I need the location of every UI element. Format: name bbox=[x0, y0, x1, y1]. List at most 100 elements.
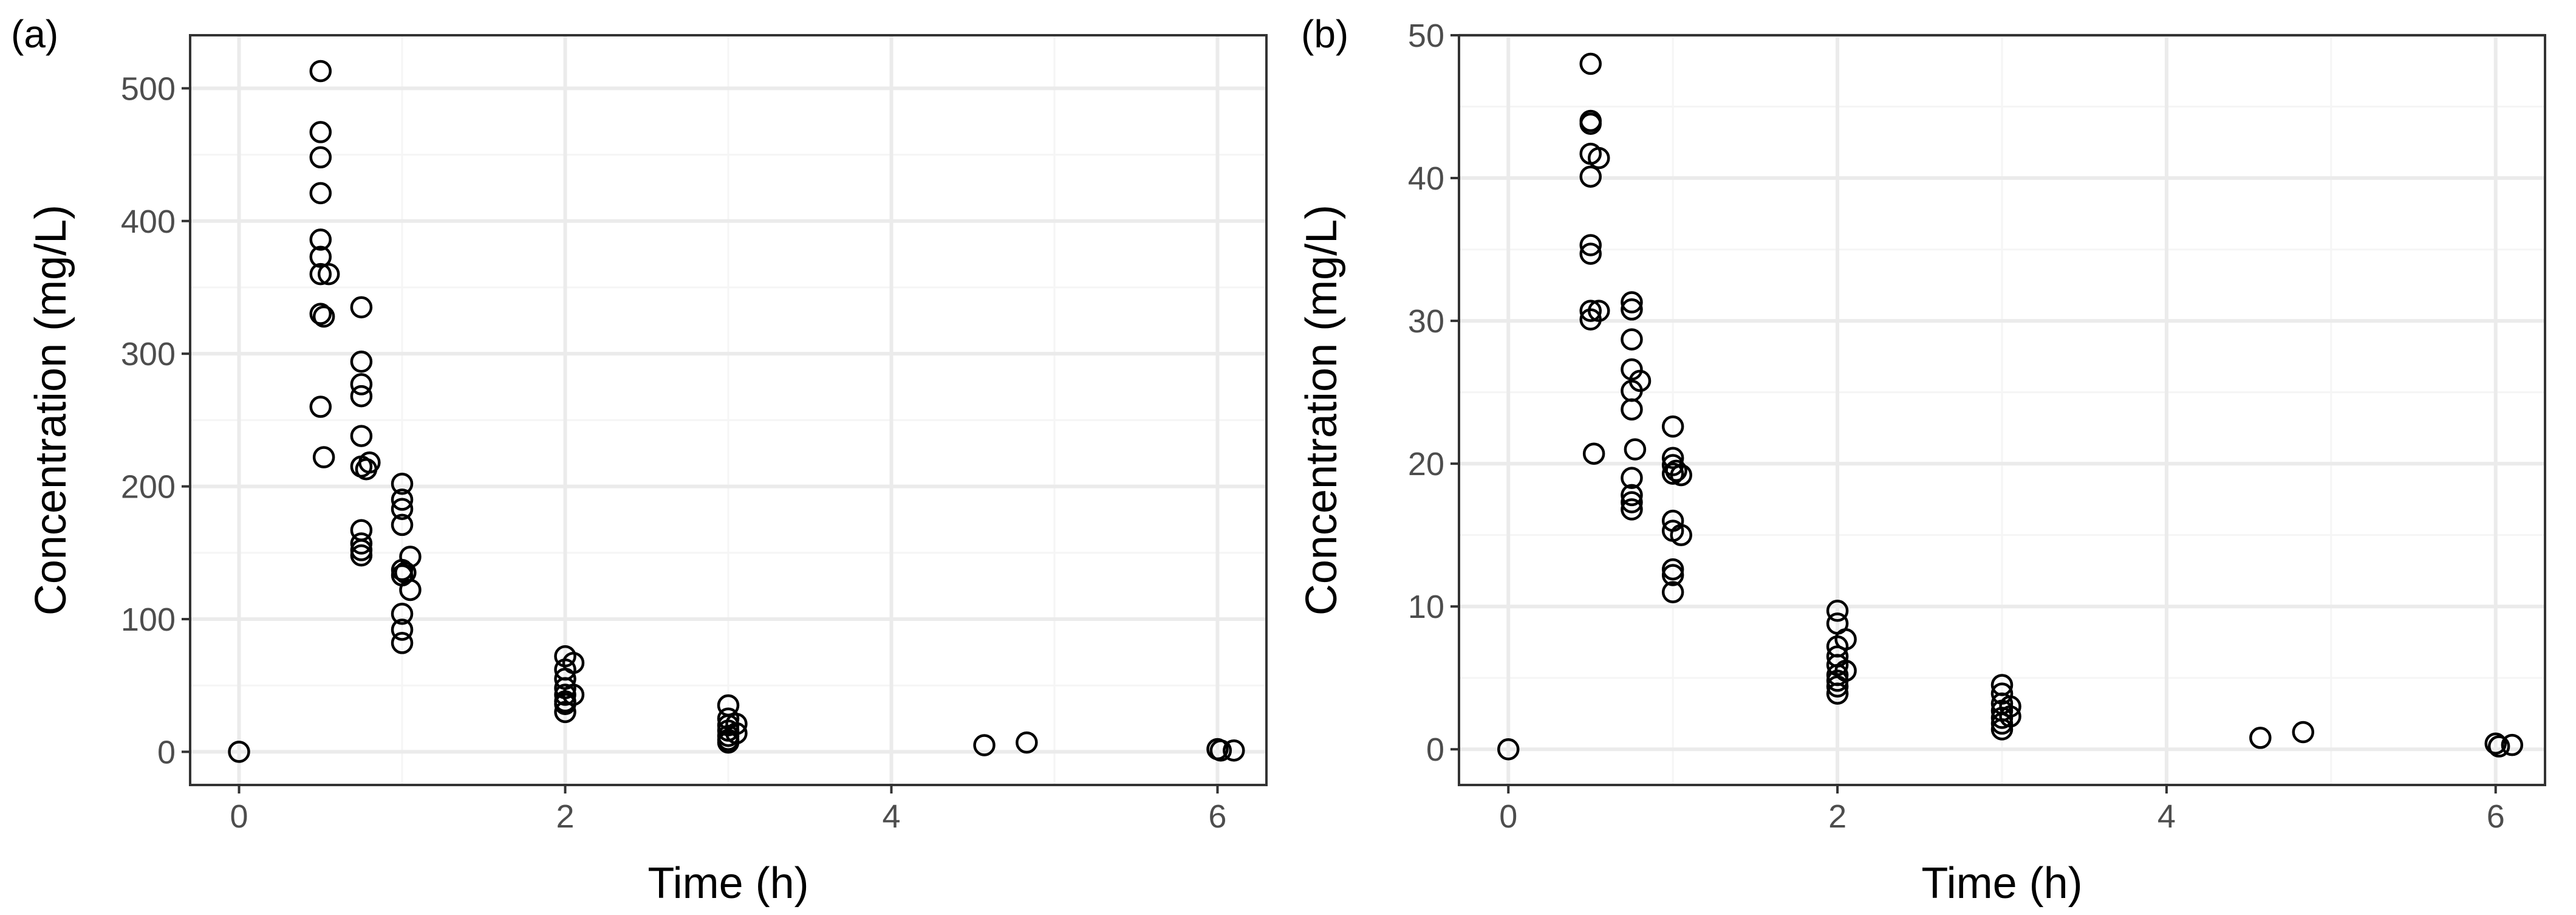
panel-tag: (a) bbox=[11, 12, 58, 56]
panel-a: 0 2 4 6 0 100 200 300 400 500 Time (h) Concentratio… bbox=[11, 12, 1268, 908]
data-point bbox=[350, 385, 373, 408]
data-point bbox=[391, 513, 414, 536]
y-tick-label: 300 bbox=[121, 336, 176, 372]
data-point bbox=[1628, 369, 1652, 392]
data-point bbox=[350, 544, 373, 567]
data-point bbox=[309, 182, 332, 205]
data-point bbox=[1661, 558, 1684, 581]
data-point bbox=[391, 632, 414, 654]
data-point bbox=[1999, 695, 2021, 718]
data-point bbox=[1621, 328, 1643, 351]
y-tick-label: 400 bbox=[121, 204, 176, 240]
data-point bbox=[391, 619, 414, 641]
x-tick-label: 6 bbox=[1208, 798, 1226, 835]
data-point bbox=[350, 351, 373, 373]
data-point bbox=[1016, 731, 1038, 754]
x-axis-title: Time (h) bbox=[1921, 859, 2082, 908]
panel-tag: (b) bbox=[1301, 12, 1348, 56]
data-point bbox=[1621, 298, 1643, 321]
data-point bbox=[1826, 599, 1849, 622]
data-point bbox=[391, 603, 414, 625]
data-point bbox=[1661, 564, 1684, 586]
data-point bbox=[1999, 705, 2021, 728]
data-point bbox=[2487, 735, 2510, 758]
x-axis-title: Time (h) bbox=[647, 859, 808, 908]
data-point bbox=[312, 305, 335, 328]
data-point bbox=[1661, 415, 1684, 438]
y-tick-label: 30 bbox=[1408, 303, 1444, 340]
data-point bbox=[350, 296, 373, 318]
data-point bbox=[2484, 732, 2507, 755]
x-tick-label: 4 bbox=[882, 798, 900, 835]
data-point bbox=[309, 245, 332, 268]
data-point bbox=[562, 684, 585, 706]
y-tick-label: 200 bbox=[121, 469, 176, 505]
y-tick-label: 10 bbox=[1408, 589, 1444, 625]
data-point bbox=[562, 651, 585, 674]
y-tick-label: 50 bbox=[1408, 18, 1444, 54]
data-point bbox=[725, 713, 748, 735]
data-point bbox=[1588, 146, 1610, 170]
y-axis-title: Concentration (mg/L) bbox=[27, 205, 75, 615]
data-point bbox=[2501, 733, 2524, 756]
data-point bbox=[309, 262, 332, 286]
data-point bbox=[1621, 291, 1643, 314]
data-point bbox=[2292, 721, 2315, 744]
data-point bbox=[350, 532, 373, 555]
data-point bbox=[399, 578, 422, 601]
data-point bbox=[317, 262, 340, 286]
data-point bbox=[358, 451, 381, 474]
data-point bbox=[1579, 165, 1602, 188]
x-tick-label: 4 bbox=[2157, 798, 2176, 835]
x-tick-label: 0 bbox=[230, 798, 248, 835]
y-tick-label: 40 bbox=[1408, 160, 1444, 197]
y-tick-label: 500 bbox=[121, 70, 176, 107]
y-tick-label: 20 bbox=[1408, 446, 1444, 482]
data-point bbox=[399, 546, 422, 568]
data-point bbox=[554, 684, 576, 706]
y-tick-label: 100 bbox=[121, 601, 176, 638]
x-tick-label: 2 bbox=[556, 798, 574, 835]
data-point bbox=[309, 146, 332, 169]
data-point bbox=[1621, 398, 1643, 421]
data-point bbox=[1621, 467, 1643, 489]
data-point bbox=[1579, 52, 1602, 75]
data-point bbox=[1826, 682, 1849, 705]
data-point bbox=[1661, 581, 1684, 603]
data-point bbox=[554, 701, 576, 724]
panel-border bbox=[189, 34, 1268, 786]
data-point bbox=[1621, 491, 1643, 513]
data-point bbox=[1579, 242, 1602, 265]
data-point bbox=[1834, 659, 1857, 682]
data-point bbox=[1579, 112, 1602, 135]
data-point bbox=[1621, 498, 1643, 521]
data-point bbox=[391, 472, 414, 495]
data-point bbox=[1582, 442, 1605, 465]
data-point bbox=[1621, 484, 1643, 507]
panel-border bbox=[1458, 34, 2546, 786]
data-point bbox=[1665, 459, 1687, 482]
data-point bbox=[391, 498, 414, 520]
data-point bbox=[309, 121, 332, 143]
data-point bbox=[309, 396, 332, 418]
data-point bbox=[309, 60, 332, 83]
data-point bbox=[309, 228, 332, 251]
data-point bbox=[391, 488, 414, 511]
data-point bbox=[2249, 727, 2272, 749]
data-point bbox=[1223, 739, 1245, 762]
data-point bbox=[350, 425, 373, 447]
data-point bbox=[973, 734, 996, 756]
x-tick-label: 2 bbox=[1828, 798, 1847, 835]
data-point bbox=[350, 373, 373, 396]
y-axis-title: Concentration (mg/L) bbox=[1297, 205, 1346, 615]
y-tick-label: 0 bbox=[1426, 732, 1444, 768]
y-tick-label: 0 bbox=[157, 734, 176, 770]
data-point bbox=[1579, 234, 1602, 256]
data-point bbox=[1670, 524, 1692, 546]
data-point bbox=[1834, 628, 1857, 651]
data-point bbox=[1209, 739, 1232, 762]
data-point bbox=[1579, 300, 1602, 322]
x-tick-label: 0 bbox=[1499, 798, 1517, 835]
data-point bbox=[312, 446, 335, 468]
panel-b: 0 2 4 6 0 10 20 30 40 50 Time (h) Concentration (mg… bbox=[1297, 12, 2546, 908]
